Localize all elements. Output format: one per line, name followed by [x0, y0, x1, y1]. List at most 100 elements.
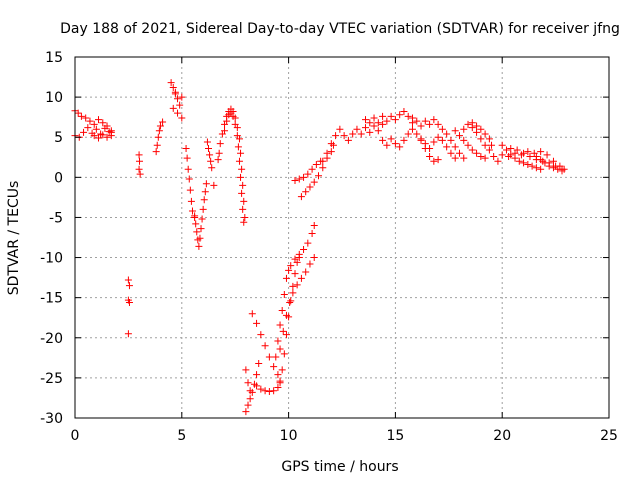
data-point	[455, 149, 463, 157]
data-point	[214, 156, 222, 164]
data-point	[199, 205, 207, 213]
axis-layer: 0 5 10 15 20 25 -30 -25 -20 -15 -10 -5 0 5 10 15	[40, 50, 618, 444]
data-point	[455, 132, 463, 140]
data-point	[184, 165, 192, 173]
data-point	[319, 164, 327, 172]
data-point	[528, 162, 536, 170]
data-point	[99, 131, 107, 139]
data-point	[417, 122, 425, 130]
data-point	[242, 408, 250, 416]
data-point	[490, 152, 498, 160]
data-point	[340, 132, 348, 140]
y-tick-label: -20	[40, 331, 63, 347]
data-point	[408, 114, 416, 122]
data-point	[282, 311, 290, 319]
data-point	[156, 122, 164, 130]
x-axis-label: GPS time / hours	[281, 459, 398, 475]
data-point	[300, 246, 308, 254]
data-point	[274, 384, 282, 392]
data-point	[554, 165, 562, 173]
data-point	[302, 268, 310, 276]
data-point	[391, 116, 399, 124]
data-point	[287, 262, 295, 270]
data-point	[353, 125, 361, 133]
data-point	[237, 173, 245, 181]
data-point	[357, 130, 365, 138]
data-point	[80, 128, 88, 136]
data-point	[77, 112, 85, 120]
data-point	[400, 108, 408, 116]
data-series	[82, 114, 115, 135]
data-point	[304, 170, 312, 178]
data-point	[202, 180, 210, 188]
data-point	[241, 213, 249, 221]
data-series	[191, 180, 210, 250]
data-point	[94, 134, 102, 142]
data-point	[460, 125, 468, 133]
data-point	[310, 178, 318, 186]
data-point	[396, 143, 404, 151]
data-point	[297, 274, 305, 282]
data-point	[125, 282, 133, 290]
data-point	[447, 136, 455, 144]
data-point	[82, 114, 90, 122]
data-point	[171, 90, 179, 98]
data-point	[481, 141, 489, 149]
data-point	[237, 149, 245, 157]
data-point	[176, 101, 184, 109]
data-point	[84, 124, 92, 132]
data-point	[421, 140, 429, 148]
data-series	[152, 118, 167, 156]
data-point	[159, 118, 167, 126]
data-point	[473, 122, 481, 130]
data-point	[344, 136, 352, 144]
data-point	[107, 128, 115, 136]
data-point	[520, 159, 528, 167]
data-point	[447, 149, 455, 157]
data-point	[430, 138, 438, 146]
chart-title: Day 188 of 2021, Sidereal Day-to-day VTE…	[60, 21, 620, 37]
data-point	[253, 382, 261, 390]
data-point	[524, 160, 532, 168]
data-point	[543, 151, 551, 159]
data-point	[276, 345, 284, 353]
data-point	[248, 388, 256, 396]
data-point	[125, 298, 133, 306]
data-point	[327, 140, 335, 148]
data-point	[210, 181, 218, 189]
y-tick-label: 0	[54, 170, 63, 186]
data-point	[468, 146, 476, 154]
data-point	[231, 120, 239, 128]
data-point	[505, 152, 513, 160]
data-point	[253, 319, 261, 327]
data-point	[221, 127, 229, 135]
data-point	[90, 120, 98, 128]
data-point	[192, 220, 200, 228]
data-point	[451, 154, 459, 162]
data-point	[549, 157, 557, 165]
data-point	[532, 152, 540, 160]
data-point	[387, 135, 395, 143]
data-point	[270, 387, 278, 395]
data-point	[430, 116, 438, 124]
data-point	[404, 112, 412, 120]
data-series	[297, 141, 337, 201]
data-point	[383, 117, 391, 125]
data-point	[332, 132, 340, 140]
data-point	[188, 207, 196, 215]
data-point	[136, 157, 144, 165]
data-point	[124, 276, 132, 284]
data-point	[526, 152, 534, 160]
data-point	[451, 127, 459, 135]
data-point	[485, 146, 493, 154]
data-point	[178, 114, 186, 122]
data-point	[366, 119, 374, 127]
data-point	[438, 136, 446, 144]
data-point	[404, 130, 412, 138]
data-series	[124, 276, 133, 338]
data-point	[195, 242, 203, 250]
data-point	[558, 167, 566, 175]
x-tick-label: 0	[71, 428, 80, 444]
data-point	[438, 125, 446, 133]
